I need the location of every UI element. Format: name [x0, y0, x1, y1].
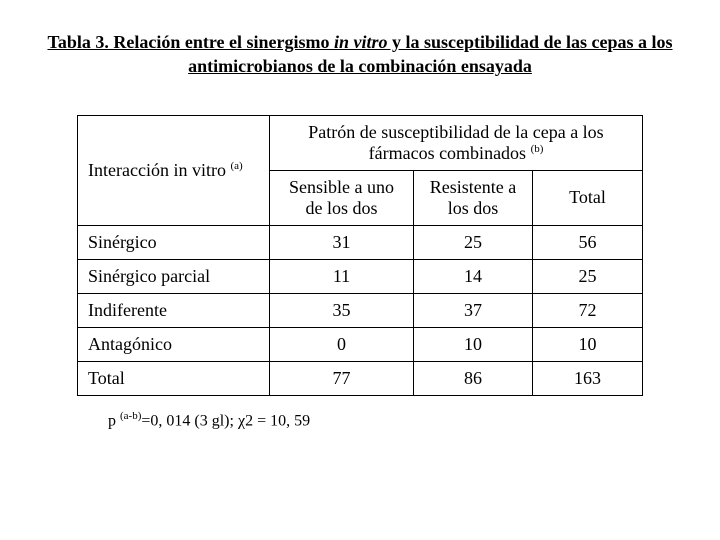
- title-part1: Tabla 3. Relación entre el sinergismo: [47, 32, 334, 52]
- cell: 86: [414, 361, 533, 395]
- row-header-sup: (a): [230, 160, 242, 172]
- footnote-prefix: p: [108, 412, 120, 429]
- cell: 56: [533, 225, 643, 259]
- cell: 0: [270, 327, 414, 361]
- table-row: Total 77 86 163: [78, 361, 643, 395]
- data-table: Interacción in vitro (a) Patrón de susce…: [77, 115, 643, 396]
- title-italic: in vitro: [334, 32, 388, 52]
- cell: 11: [270, 259, 414, 293]
- cell: 25: [414, 225, 533, 259]
- row-label: Total: [78, 361, 270, 395]
- cell: 14: [414, 259, 533, 293]
- table-title: Tabla 3. Relación entre el sinergismo in…: [30, 30, 690, 79]
- row-label: Antagónico: [78, 327, 270, 361]
- span-header-label: Patrón de susceptibilidad de la cepa a l…: [308, 122, 603, 163]
- cell: 10: [414, 327, 533, 361]
- row-label: Sinérgico: [78, 225, 270, 259]
- cell: 72: [533, 293, 643, 327]
- row-label: Sinérgico parcial: [78, 259, 270, 293]
- col-header-3: Total: [533, 170, 643, 225]
- table-row: Sinérgico parcial 11 14 25: [78, 259, 643, 293]
- cell: 10: [533, 327, 643, 361]
- table-row: Sinérgico 31 25 56: [78, 225, 643, 259]
- table-row: Indiferente 35 37 72: [78, 293, 643, 327]
- cell: 25: [533, 259, 643, 293]
- cell: 37: [414, 293, 533, 327]
- col-header-2: Resistente a los dos: [414, 170, 533, 225]
- table-row: Antagónico 0 10 10: [78, 327, 643, 361]
- footnote-chi: χ: [238, 412, 245, 429]
- footnote: p (a-b)=0, 014 (3 gl); χ2 = 10, 59: [108, 410, 690, 430]
- row-header-cell: Interacción in vitro (a): [78, 115, 270, 225]
- footnote-aftersup: =0, 014 (3 gl);: [141, 412, 238, 429]
- footnote-sup: (a-b): [120, 410, 141, 422]
- cell: 35: [270, 293, 414, 327]
- span-header-cell: Patrón de susceptibilidad de la cepa a l…: [270, 115, 643, 170]
- row-label: Indiferente: [78, 293, 270, 327]
- footnote-rest: 2 = 10, 59: [245, 412, 310, 429]
- span-header-sup: (b): [531, 143, 544, 155]
- cell: 163: [533, 361, 643, 395]
- col-header-1: Sensible a uno de los dos: [270, 170, 414, 225]
- row-header-label: Interacción in vitro: [88, 160, 230, 180]
- cell: 31: [270, 225, 414, 259]
- cell: 77: [270, 361, 414, 395]
